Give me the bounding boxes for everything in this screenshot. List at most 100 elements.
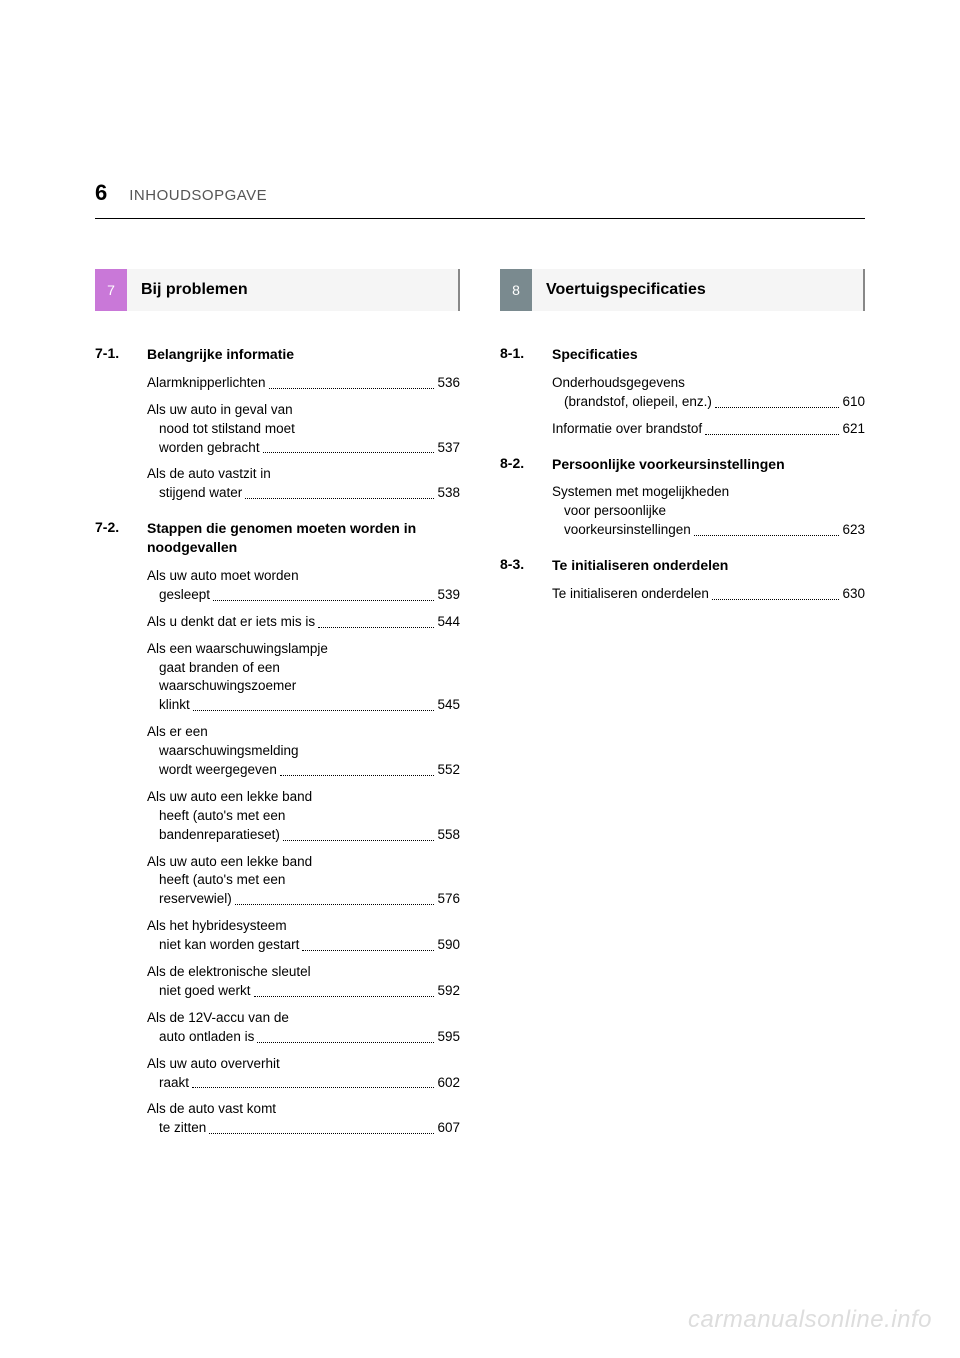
toc-text: waarschuwingszoemer [147,677,296,696]
subsection-number: 8-1. [500,345,552,447]
toc-text: Te initialiseren onderdelen [552,585,709,604]
toc-line: raakt 602 [147,1074,460,1093]
toc-line: gesleept539 [147,586,460,605]
toc-page-number: 610 [842,393,865,412]
toc-text: raakt [147,1074,189,1093]
toc-line: reservewiel)576 [147,890,460,909]
header-title: INHOUDSOPGAVE [129,187,267,204]
toc-entry: Als uw auto in geval vannood tot stilsta… [147,401,460,458]
toc-page-number: 595 [437,1028,460,1047]
toc-line: Als het hybridesysteem [147,917,460,936]
toc-page-number: 537 [437,439,460,458]
toc-text: voor persoonlijke [552,502,666,521]
toc-page-number: 607 [437,1119,460,1138]
section-title-8: Voertuigspecificaties [532,269,863,311]
toc-line: wordt weergegeven552 [147,761,460,780]
subsection-number: 8-2. [500,455,552,549]
toc-line: Te initialiseren onderdelen630 [552,585,865,604]
toc-line: te zitten 607 [147,1119,460,1138]
section-title-7: Bij problemen [127,269,458,311]
toc-line: stijgend water538 [147,484,460,503]
toc-text: Als de elektronische sleutel [147,963,311,982]
toc-text: Als een waarschuwingslampje [147,640,328,659]
subsection-body: Persoonlijke voorkeursinstellingenSystem… [552,455,865,549]
toc-entry: Als uw auto oververhitraakt 602 [147,1055,460,1093]
subsection: 8-2.Persoonlijke voorkeursinstellingenSy… [500,455,865,549]
toc-line: klinkt545 [147,696,460,715]
toc-entry: Als er eenwaarschuwingsmeldingwordt weer… [147,723,460,780]
subsection-title: Stappen die genomen moeten worden in noo… [147,519,460,557]
toc-line: Onderhoudsgegevens [552,374,865,393]
toc-line: Als uw auto moet worden [147,567,460,586]
toc-dots [257,1042,434,1043]
toc-line: Als uw auto in geval van [147,401,460,420]
watermark: carmanualsonline.info [688,1306,932,1334]
toc-line: bandenreparatieset) 558 [147,826,460,845]
toc-entry: Systemen met mogelijkhedenvoor persoonli… [552,483,865,540]
toc-text: reservewiel) [147,890,232,909]
toc-entry: Als uw auto een lekke bandheeft (auto's … [147,788,460,845]
toc-dots [235,904,435,905]
toc-page-number: 558 [437,826,460,845]
toc-page-number: 602 [437,1074,460,1093]
toc-entry: Als de auto vast komtte zitten 607 [147,1100,460,1138]
toc-dots [318,627,434,628]
toc-dots [269,388,435,389]
section-tab-7: 7 [95,269,127,311]
subsection-body: Te initialiseren onderdelenTe initialise… [552,556,865,612]
toc-line: Als een waarschuwingslampje [147,640,460,659]
toc-text: Als u denkt dat er iets mis is [147,613,315,632]
toc-line: auto ontladen is595 [147,1028,460,1047]
toc-entry: Te initialiseren onderdelen630 [552,585,865,604]
toc-line: voor persoonlijke [552,502,865,521]
toc-text: bandenreparatieset) [147,826,280,845]
toc-text: (brandstof, oliepeil, enz.) [552,393,712,412]
toc-entry: Als uw auto moet wordengesleept539 [147,567,460,605]
toc-text: Alarmknipperlichten [147,374,266,393]
subsection-body: Belangrijke informatieAlarmknipperlichte… [147,345,460,511]
toc-dots [705,434,839,435]
section-tab-8: 8 [500,269,532,311]
toc-line: Informatie over brandstof 621 [552,420,865,439]
section-header-7: 7 Bij problemen [95,269,460,311]
toc-page-number: 621 [842,420,865,439]
toc-page-number: 536 [437,374,460,393]
toc-text: Systemen met mogelijkheden [552,483,729,502]
toc-text: gesleept [147,586,210,605]
toc-entry: Informatie over brandstof 621 [552,420,865,439]
toc-line: Als uw auto een lekke band [147,788,460,807]
toc-text: Informatie over brandstof [552,420,702,439]
subsection: 8-1.SpecificatiesOnderhoudsgegevens(bran… [500,345,865,447]
toc-text: te zitten [147,1119,206,1138]
toc-text: worden gebracht [147,439,260,458]
toc-line: Als de auto vast komt [147,1100,460,1119]
toc-text: Als uw auto in geval van [147,401,293,420]
toc-line: voorkeursinstellingen623 [552,521,865,540]
toc-dots [694,535,840,536]
right-column: 8 Voertuigspecificaties 8-1.Specificatie… [500,269,865,1154]
toc-line: gaat branden of een [147,659,460,678]
toc-dots [254,996,435,997]
toc-text: Als uw auto oververhit [147,1055,280,1074]
subsection: 8-3.Te initialiseren onderdelenTe initia… [500,556,865,612]
toc-line: Als er een [147,723,460,742]
toc-line: Systemen met mogelijkheden [552,483,865,502]
toc-page-number: 544 [437,613,460,632]
subsection-number: 8-3. [500,556,552,612]
toc-line: niet kan worden gestart590 [147,936,460,955]
toc-text: Als uw auto moet worden [147,567,299,586]
toc-page-number: 552 [437,761,460,780]
toc-dots [209,1133,434,1134]
toc-entry: Als uw auto een lekke bandheeft (auto's … [147,853,460,910]
manual-page: 6 INHOUDSOPGAVE 7 Bij problemen 7-1.Bela… [0,0,960,1358]
toc-entry: Alarmknipperlichten 536 [147,374,460,393]
toc-page-number: 545 [437,696,460,715]
toc-line: Als de elektronische sleutel [147,963,460,982]
section-header-8: 8 Voertuigspecificaties [500,269,865,311]
toc-dots [213,600,434,601]
toc-line: heeft (auto's met een [147,807,460,826]
toc-entry: Als de elektronische sleutelniet goed we… [147,963,460,1001]
toc-line: Alarmknipperlichten 536 [147,374,460,393]
left-column: 7 Bij problemen 7-1.Belangrijke informat… [95,269,460,1154]
toc-entry: Onderhoudsgegevens(brandstof, oliepeil, … [552,374,865,412]
